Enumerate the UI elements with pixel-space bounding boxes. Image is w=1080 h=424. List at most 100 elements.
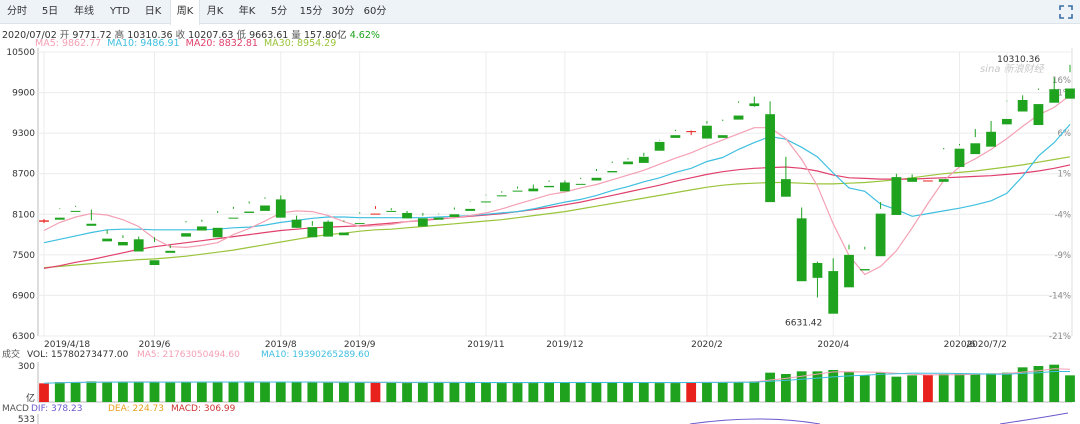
volume-bar <box>1049 364 1060 402</box>
tab-7[interactable]: 年K <box>238 6 256 17</box>
high-value: 10310.36 <box>127 30 173 41</box>
tab-0[interactable]: 分时 <box>7 6 27 17</box>
candle-body <box>212 227 223 238</box>
volume-bar <box>733 382 744 402</box>
volume-bar <box>1065 375 1075 402</box>
tab-8[interactable]: 5分 <box>270 6 288 17</box>
tab-2[interactable]: 年线 <box>74 6 94 17</box>
candle-body <box>1017 100 1028 112</box>
candle-body <box>323 221 334 237</box>
candle-body <box>1049 89 1060 103</box>
candle-body <box>623 161 633 165</box>
volume-bar <box>465 382 476 402</box>
pct-tick-label: -9% <box>1054 251 1071 261</box>
volume-ma10-text: MA10: 19390265289.60 <box>261 350 370 360</box>
y-tick-label: 6900 <box>12 291 35 301</box>
volume-bar <box>749 381 760 402</box>
volume-bar <box>181 381 191 402</box>
volume-value-text: VOL: 15780273477.00 <box>27 350 129 360</box>
candle-body <box>402 212 412 219</box>
volume-bar <box>118 382 128 402</box>
volume-bar <box>859 375 870 402</box>
volume-bar <box>623 382 633 402</box>
tab-10[interactable]: 30分 <box>331 6 355 17</box>
candle-body <box>528 188 539 192</box>
y-tick-label: 7500 <box>12 251 35 261</box>
candle-body <box>733 115 744 120</box>
volume-ma5-text: MA5: 21763050494.60 <box>137 350 240 360</box>
volume-bar <box>702 382 712 402</box>
candle-body <box>102 238 113 242</box>
y-tick-label: 10500 <box>6 48 35 58</box>
pct-tick-label: -4% <box>1054 210 1071 220</box>
candle-body <box>433 217 444 220</box>
tab-5[interactable]: 周K <box>170 0 200 25</box>
candle-body <box>165 250 176 253</box>
tab-9[interactable]: 15分 <box>299 6 323 17</box>
candle-body <box>907 177 918 182</box>
candle-body <box>39 220 49 222</box>
y-tick-label: 6300 <box>12 332 35 342</box>
candle-body <box>749 103 760 107</box>
candle-body <box>449 214 460 217</box>
volume-bar <box>39 383 49 402</box>
min-price-label: 6631.42 <box>785 319 822 329</box>
volume-bar <box>496 382 507 402</box>
y-tick-label: 9300 <box>12 129 35 139</box>
volume-bar <box>828 370 839 402</box>
tab-4[interactable]: 日K <box>144 6 162 17</box>
volume-bar <box>844 372 854 402</box>
volume-bar <box>765 372 775 402</box>
volume-bar <box>354 382 365 402</box>
macd-value-text: MACD: 306.99 <box>171 404 236 414</box>
candle-body <box>1001 118 1012 125</box>
candle-body <box>70 210 81 212</box>
volume-bar <box>481 382 491 402</box>
macd-dif-text: DIF: 378.23 <box>31 404 82 414</box>
ohlc-info-line: 2020/07/02 开 9771.72 高 10310.36 收 10207.… <box>2 27 380 41</box>
max-price-label: 10310.36 <box>997 55 1040 65</box>
volume-ma10-line <box>43 371 1070 384</box>
y-tick-label: 8100 <box>12 210 35 220</box>
candle-body <box>354 223 365 225</box>
volume-bar <box>670 382 681 402</box>
ma5-line <box>43 94 1071 276</box>
volume-bar <box>575 382 586 402</box>
tab-3[interactable]: YTD <box>110 6 130 17</box>
volume-bar <box>307 382 318 402</box>
macd-dea-text: DEA: 224.73 <box>108 404 164 414</box>
volume-bar <box>559 382 570 402</box>
x-tick-label: 2020/6 <box>944 340 976 350</box>
candle-body <box>780 179 791 197</box>
candle-body <box>118 242 128 246</box>
volume-bar <box>70 382 81 402</box>
candle-body <box>859 269 870 271</box>
volume-value: 157.80亿 <box>303 30 347 41</box>
candle-body <box>544 185 555 188</box>
candle-body <box>133 239 144 252</box>
volume-panel-label: 成交 <box>2 348 20 360</box>
open-value: 9771.72 <box>72 30 112 41</box>
ma20-legend: MA20: 8832.81 <box>185 38 258 49</box>
tab-1[interactable]: 5日 <box>41 6 59 17</box>
tab-11[interactable]: 60分 <box>363 6 387 17</box>
macd-tick-top: 533 <box>18 415 35 424</box>
tab-6[interactable]: 月K <box>206 6 224 17</box>
volume-bar <box>907 375 918 402</box>
candle-body <box>339 232 349 236</box>
close-label: 收 <box>175 30 186 41</box>
candle-body <box>923 180 933 182</box>
high-label: 高 <box>114 30 125 41</box>
candle-body <box>559 182 570 192</box>
x-tick-label: 2020/2 <box>691 340 723 350</box>
fullscreen-icon[interactable] <box>1058 4 1074 20</box>
volume-bar <box>970 374 981 402</box>
x-tick-label: 2019/6 <box>139 340 171 350</box>
volume-bar <box>986 373 996 402</box>
y-tick-label: 8700 <box>12 170 35 180</box>
candle-body <box>307 227 318 238</box>
candle-body <box>717 135 728 138</box>
ma-legend: MA5: 9862.77 MA10: 9486.91 MA20: 8832.81… <box>35 38 336 49</box>
candle-body <box>196 226 207 231</box>
